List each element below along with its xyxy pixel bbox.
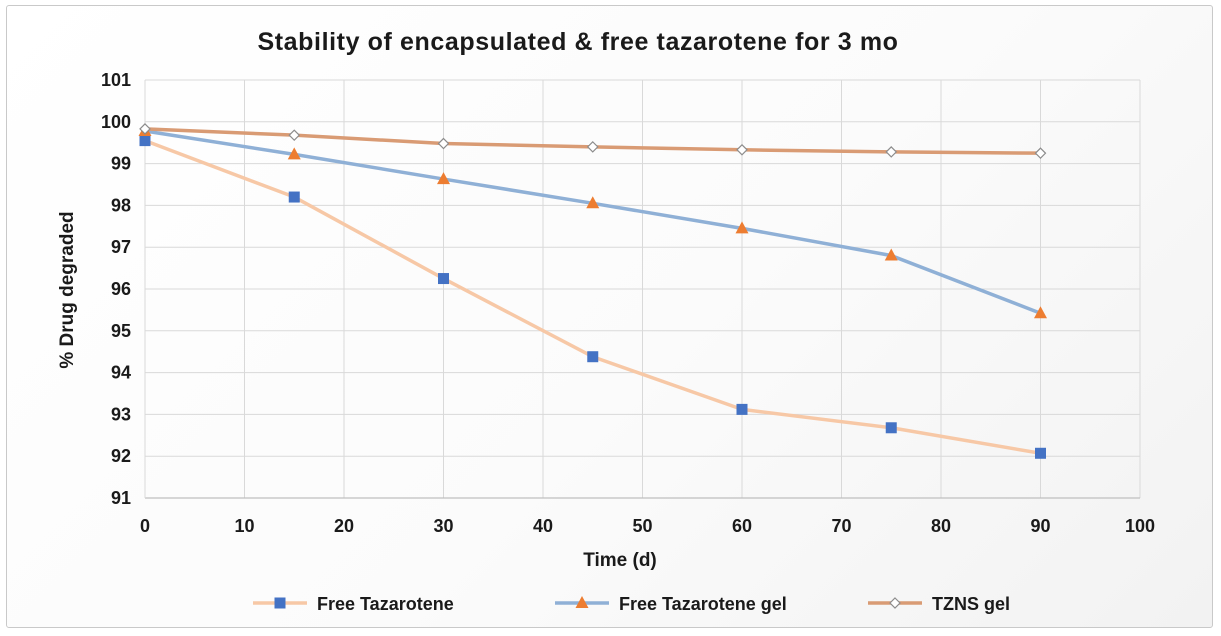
triangle-marker [586, 196, 600, 209]
x-tick-label: 90 [1030, 516, 1050, 536]
square-marker [438, 273, 449, 285]
x-tick-label: 50 [632, 516, 652, 536]
series-layer [138, 123, 1047, 459]
x-tick-label: 30 [433, 516, 453, 536]
y-tick-labels: 91 92 93 94 95 96 97 98 99 100 101 [101, 70, 131, 508]
x-tick-label: 20 [334, 516, 354, 536]
diamond-marker [736, 143, 748, 156]
x-tick-label: 0 [140, 516, 150, 536]
legend: Free Tazarotene Free Tazarotene gel TZNS g… [253, 594, 1010, 614]
y-tick-label: 91 [111, 488, 131, 508]
x-tick-label: 60 [732, 516, 752, 536]
triangle-marker [287, 147, 301, 160]
axes [144, 80, 1140, 499]
y-tick-label: 92 [111, 446, 131, 466]
triangle-marker [884, 248, 898, 261]
legend-label: Free Tazarotene gel [619, 594, 787, 614]
legend-item: Free Tazarotene gel [555, 594, 787, 614]
triangle-marker [437, 172, 450, 185]
diamond-marker [889, 597, 901, 609]
y-tick-label: 98 [111, 195, 131, 215]
square-marker [139, 135, 151, 147]
series-line [143, 138, 1043, 456]
x-tick-labels: 0 10 20 30 40 50 60 70 80 90 100 [140, 516, 1155, 536]
y-tick-label: 101 [101, 70, 131, 90]
series-2 [139, 123, 1047, 159]
y-tick-label: 100 [101, 112, 131, 132]
diamond-marker [139, 123, 151, 135]
diamond-marker [1034, 147, 1047, 159]
chart-frame [6, 5, 1213, 628]
x-tick-label: 40 [533, 516, 553, 536]
square-marker [885, 422, 897, 434]
diamond-marker [885, 146, 898, 158]
triangle-marker [575, 596, 589, 608]
legend-label: TZNS gel [932, 594, 1010, 614]
y-tick-label: 99 [111, 154, 131, 174]
y-tick-label: 96 [111, 279, 131, 299]
square-marker [1035, 447, 1046, 459]
square-marker [587, 351, 599, 363]
y-tick-label: 97 [111, 237, 131, 257]
series-0 [139, 135, 1046, 459]
legend-item: TZNS gel [868, 594, 1010, 614]
y-tick-label: 93 [111, 404, 131, 424]
triangle-marker [1034, 306, 1047, 319]
y-axis-label: % Drug degraded [57, 211, 78, 368]
y-tick-label: 95 [111, 321, 131, 341]
diamond-marker [586, 141, 599, 153]
diamond-marker [288, 129, 301, 142]
x-tick-label: 80 [931, 516, 951, 536]
legend-label: Free Tazarotene [317, 594, 454, 614]
y-tick-label: 94 [111, 363, 131, 383]
x-axis-label: Time (d) [583, 550, 657, 571]
square-marker [736, 403, 748, 415]
x-tick-label: 100 [1125, 516, 1155, 536]
square-marker [274, 597, 286, 609]
x-tick-label: 70 [831, 516, 851, 536]
triangle-marker [735, 221, 749, 234]
diamond-marker [437, 137, 450, 150]
legend-item: Free Tazarotene [253, 594, 454, 614]
x-tick-label: 10 [234, 516, 254, 536]
square-marker [288, 191, 300, 203]
grid-lines [145, 79, 1141, 498]
series-line [143, 129, 1043, 315]
series-1 [138, 123, 1047, 319]
chart-title: Stability of encapsulated & free tazarot… [257, 28, 898, 56]
